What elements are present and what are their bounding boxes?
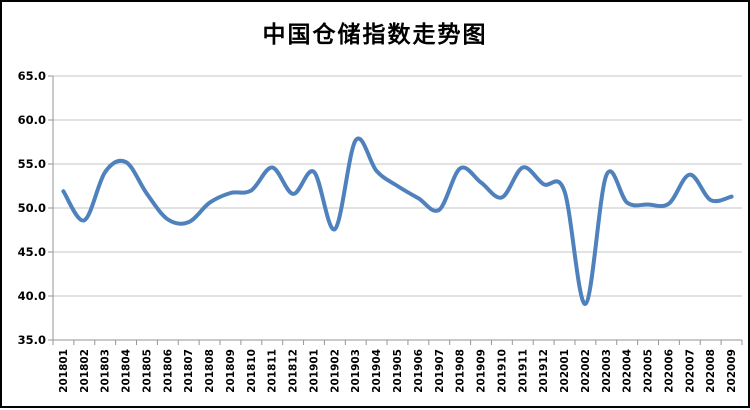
y-axis-label: 45.0 [18, 245, 46, 259]
x-axis-label: 201902 [329, 349, 341, 393]
x-axis-label: 201905 [392, 349, 404, 393]
x-axis-label: 201809 [225, 349, 237, 393]
x-axis-label: 202009 [726, 349, 738, 393]
x-axis-label: 201903 [350, 349, 362, 393]
x-axis-label: 201808 [204, 349, 216, 393]
x-axis-label: 202002 [580, 349, 592, 393]
x-axis-label: 201801 [58, 349, 70, 393]
x-axis-label: 201805 [141, 349, 153, 393]
x-axis-label: 201812 [288, 349, 300, 393]
x-axis-label: 201909 [476, 349, 488, 393]
x-axis-label: 201806 [162, 349, 174, 393]
index-series-line [61, 136, 734, 306]
x-axis-label: 201803 [100, 349, 112, 393]
x-axis-label: 202004 [622, 349, 634, 393]
x-axis-label: 202008 [705, 349, 717, 393]
x-axis-label: 201906 [413, 349, 425, 393]
x-axis-label: 201911 [517, 349, 529, 393]
x-axis-label: 202005 [643, 349, 655, 393]
y-axis-label: 55.0 [18, 157, 46, 171]
x-axis-label: 201910 [496, 349, 508, 393]
x-axis-label: 201908 [455, 349, 467, 393]
x-axis-label: 201907 [434, 349, 446, 393]
x-axis-label: 201807 [183, 349, 195, 393]
x-axis-label: 201802 [79, 349, 91, 393]
x-axis-label: 202007 [684, 349, 696, 393]
x-axis-label: 201804 [121, 349, 133, 393]
x-axis-label: 202001 [559, 349, 571, 393]
x-axis-label: 201904 [371, 349, 383, 393]
x-axis-label: 201901 [308, 349, 320, 393]
x-axis-label: 202003 [601, 349, 613, 393]
x-axis-label: 201811 [267, 349, 279, 393]
y-axis-label: 35.0 [18, 333, 46, 347]
chart-title: 中国仓储指数走势图 [262, 22, 488, 48]
y-axis-label: 40.0 [18, 289, 46, 303]
y-axis-label: 50.0 [18, 201, 46, 215]
x-axis-label: 202006 [663, 349, 675, 393]
y-axis-label: 65.0 [18, 69, 46, 83]
y-axis-label: 60.0 [18, 113, 46, 127]
x-axis-label: 201810 [246, 349, 258, 393]
x-axis-label: 201912 [538, 349, 550, 393]
